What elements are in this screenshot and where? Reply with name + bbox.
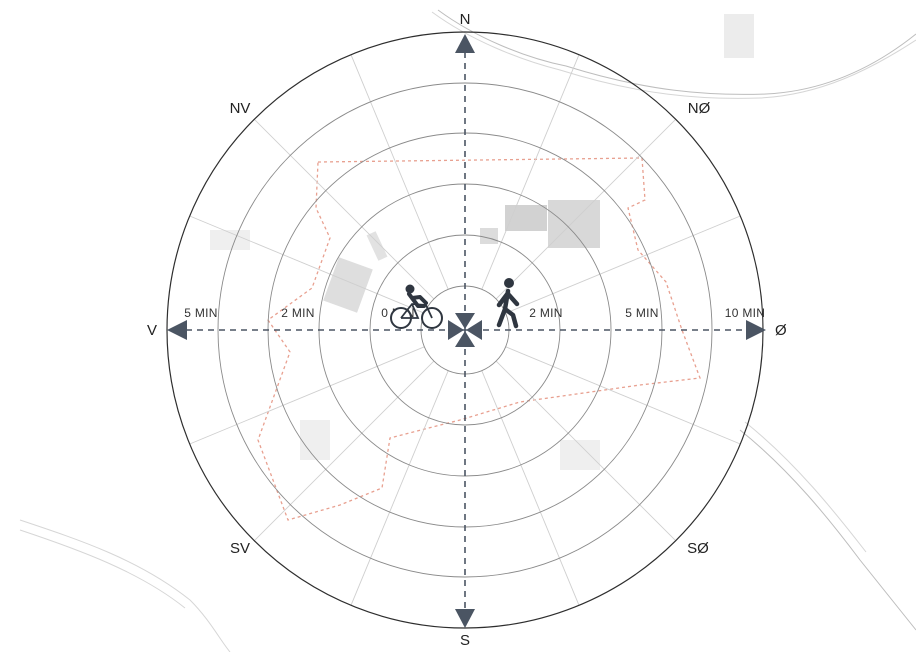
radial-line [350, 54, 449, 290]
map-road [739, 429, 916, 631]
map-building [210, 230, 250, 250]
radial-line [495, 360, 677, 542]
dir-label-w: V [147, 322, 157, 339]
center-arrow-left [448, 320, 464, 340]
radial-line [481, 54, 580, 290]
radial-line [189, 215, 425, 314]
dir-label-nw: NV [230, 100, 251, 117]
dir-label-n: N [460, 11, 471, 28]
scale-right-5: 5 MIN [625, 306, 659, 320]
scale-right-2: 2 MIN [529, 306, 563, 320]
direction-labels: N S Ø V NØ NV SØ SV [147, 11, 787, 649]
dir-label-sw: SV [230, 540, 250, 557]
map-building [366, 231, 388, 261]
radial-lines [189, 54, 741, 606]
scale-right-10: 10 MIN [725, 306, 765, 320]
pedestrian-icon [496, 278, 520, 329]
map-building [724, 14, 754, 58]
radial-line [253, 360, 435, 542]
dir-label-e: Ø [775, 322, 787, 339]
center-compass-icon [448, 313, 482, 347]
west-arrow-icon [167, 320, 187, 340]
scale-left-2: 2 MIN [281, 306, 315, 320]
cyclist-body [407, 292, 428, 308]
center-arrow-up [455, 313, 475, 329]
map-road [437, 9, 916, 95]
map-road [19, 519, 231, 652]
radial-line [505, 215, 741, 314]
axis-arrows [167, 34, 766, 628]
map-building [548, 200, 600, 248]
radial-line [350, 370, 449, 606]
radial-line [189, 346, 425, 445]
pedestrian-body [496, 288, 520, 329]
ring-5 [217, 82, 713, 578]
map-building [505, 205, 547, 231]
center-arrow-down [455, 331, 475, 347]
site-boundary [257, 157, 701, 521]
map-road [19, 529, 186, 609]
dir-label-se: SØ [687, 540, 709, 557]
map-building [300, 420, 330, 460]
cyclist-head [405, 284, 415, 294]
east-arrow-icon [746, 320, 766, 340]
time-scale-labels: 5 MIN 2 MIN 0 MIN 2 MIN 5 MIN 10 MIN [184, 306, 765, 320]
dir-label-ne: NØ [688, 100, 711, 117]
scale-left-5: 5 MIN [184, 306, 218, 320]
map-building [323, 257, 373, 313]
background-map [19, 9, 916, 652]
pedestrian-head [504, 278, 514, 288]
map-road [431, 11, 916, 99]
dir-label-s: S [460, 632, 470, 649]
north-arrow-icon [455, 34, 475, 53]
radial-line [495, 118, 677, 300]
bicycle-icon [390, 284, 443, 329]
radial-line [481, 370, 580, 606]
south-arrow-icon [455, 609, 475, 628]
radial-line [253, 118, 435, 300]
radial-line [505, 346, 741, 445]
map-building [480, 228, 498, 244]
map-road [744, 421, 867, 553]
center-arrow-right [466, 320, 482, 340]
